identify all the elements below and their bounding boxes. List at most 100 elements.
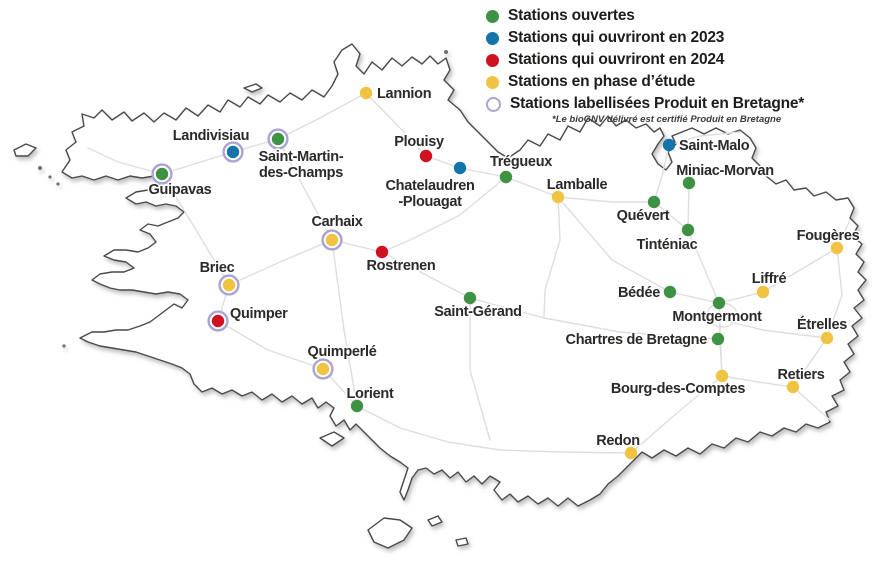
station-dot-redon xyxy=(624,446,638,460)
station-dot-quevert xyxy=(647,195,661,209)
station-dot-rostrenen xyxy=(375,245,389,259)
station-label-quevert: Quévert xyxy=(617,208,670,224)
station-saint-malo xyxy=(662,138,676,152)
station-label-guipavas: Guipavas xyxy=(149,182,212,198)
station-dot-montgermont xyxy=(712,296,726,310)
station-quimper xyxy=(207,310,229,332)
station-dot-etrelles xyxy=(820,331,834,345)
station-label-miniac-morvan: Miniac-Morvan xyxy=(676,163,774,179)
legend-item-open: Stations ouvertes xyxy=(486,5,804,27)
legend-ring-icon xyxy=(486,96,501,112)
station-rostrenen xyxy=(375,245,389,259)
legend-item-open-2023: Stations qui ouvriront en 2023 xyxy=(486,27,804,49)
station-dot-saint-gerand xyxy=(463,291,477,305)
station-label-tinteniac: Tinténiac xyxy=(637,237,698,253)
station-label-chartres-de-bretagne: Chartres de Bretagne xyxy=(566,332,708,348)
station-dot-tinteniac xyxy=(681,223,695,237)
legend-dot-icon xyxy=(486,31,499,45)
islet xyxy=(48,175,52,179)
legend-item-labelled: Stations labellisées Produit en Bretagne… xyxy=(486,93,804,115)
station-chatelaudren-plouagat xyxy=(453,161,467,175)
station-dot-landivisiau xyxy=(226,145,240,159)
station-label-fougeres: Fougères xyxy=(797,228,860,244)
station-dot-retiers xyxy=(786,380,800,394)
coastline xyxy=(61,43,867,507)
station-bourg-des-comptes xyxy=(715,369,729,383)
station-fougeres xyxy=(830,241,844,255)
station-guipavas xyxy=(151,163,173,185)
station-saint-gerand xyxy=(463,291,477,305)
station-label-saint-gerand: Saint-Gérand xyxy=(434,304,521,320)
station-label-saint-malo: Saint-Malo xyxy=(679,138,750,154)
station-dot-liffre xyxy=(756,285,770,299)
legend-item-label: Stations qui ouvriront en 2024 xyxy=(508,51,725,68)
legend-dot-icon xyxy=(486,9,499,23)
island-groix xyxy=(319,431,345,447)
station-label-lamballe: Lamballe xyxy=(547,177,608,193)
station-dot-lamballe xyxy=(551,190,565,204)
station-etrelles xyxy=(820,331,834,345)
station-miniac-morvan xyxy=(682,176,696,190)
station-dot-guipavas xyxy=(155,167,169,181)
station-dot-plouisy xyxy=(419,149,433,163)
station-quimperle xyxy=(312,358,334,380)
station-dot-bedee xyxy=(663,285,677,299)
legend-item-label: Stations ouvertes xyxy=(508,7,635,24)
station-label-bourg-des-comptes: Bourg-des-Comptes xyxy=(611,381,746,397)
station-label-landivisiau: Landivisiau xyxy=(173,128,249,144)
station-label-plouisy: Plouisy xyxy=(394,134,444,150)
station-carhaix xyxy=(321,229,343,251)
station-label-quimperle: Quimperlé xyxy=(307,344,376,360)
station-dot-chartres-de-bretagne xyxy=(711,332,725,346)
islet xyxy=(62,344,66,348)
station-dot-lorient xyxy=(350,399,364,413)
station-label-quimper: Quimper xyxy=(230,306,288,322)
station-saint-martin-des-champs xyxy=(267,128,289,150)
island-houat xyxy=(427,515,443,527)
islet xyxy=(38,166,42,170)
legend: Stations ouvertes Stations qui ouvriront … xyxy=(486,5,804,125)
legend-item-study: Stations en phase d’étude xyxy=(486,71,804,93)
legend-footnote: *Le bioGNV délivré est certifié Produit … xyxy=(552,114,782,125)
station-label-tregueux: Trégueux xyxy=(490,154,552,170)
station-chartres-de-bretagne xyxy=(711,332,725,346)
stations-layer xyxy=(151,86,844,460)
station-dot-chatelaudren-plouagat xyxy=(453,161,467,175)
station-dot-fougeres xyxy=(830,241,844,255)
station-dot-briec xyxy=(222,278,236,292)
islands xyxy=(13,50,469,549)
legend-dot-icon xyxy=(486,53,499,67)
station-label-retiers: Retiers xyxy=(777,367,824,383)
station-plouisy xyxy=(419,149,433,163)
legend-dot-icon xyxy=(486,75,499,89)
station-label-chatelaudren-plouagat: Chatelaudren -Plouagat xyxy=(385,178,474,210)
station-dot-lannion xyxy=(359,86,373,100)
islet xyxy=(56,182,60,186)
station-label-bedee: Bédée xyxy=(618,285,660,301)
station-dot-bourg-des-comptes xyxy=(715,369,729,383)
station-label-liffre: Liffré xyxy=(752,271,787,287)
station-tregueux xyxy=(499,170,513,184)
station-briec xyxy=(218,274,240,296)
islet xyxy=(444,50,448,54)
station-dot-carhaix xyxy=(325,233,339,247)
station-dot-miniac-morvan xyxy=(682,176,696,190)
station-quevert xyxy=(647,195,661,209)
station-dot-saint-malo xyxy=(662,138,676,152)
station-liffre xyxy=(756,285,770,299)
legend-item-label: Stations en phase d’étude xyxy=(508,73,696,90)
station-label-briec: Briec xyxy=(200,260,235,276)
station-tinteniac xyxy=(681,223,695,237)
legend-item-open-2024: Stations qui ouvriront en 2024 xyxy=(486,49,804,71)
station-label-carhaix: Carhaix xyxy=(311,214,362,230)
island-batz xyxy=(243,83,263,93)
island-ouessant xyxy=(13,143,37,157)
station-lannion xyxy=(359,86,373,100)
legend-items: Stations ouvertes Stations qui ouvriront … xyxy=(486,5,804,115)
station-dot-saint-martin-des-champs xyxy=(271,132,285,146)
station-lamballe xyxy=(551,190,565,204)
station-label-lannion: Lannion xyxy=(377,86,431,102)
station-montgermont xyxy=(712,296,726,310)
